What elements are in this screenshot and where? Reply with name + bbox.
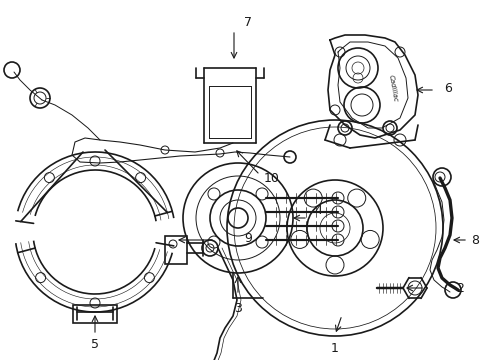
Text: 5: 5: [91, 338, 99, 351]
Text: 9: 9: [244, 231, 252, 244]
Text: 1: 1: [331, 342, 339, 355]
Bar: [165, 236, 187, 264]
Text: 7: 7: [244, 15, 252, 28]
Text: 8: 8: [471, 234, 479, 247]
Text: 4: 4: [314, 203, 322, 216]
Text: 10: 10: [264, 171, 280, 184]
Text: 6: 6: [444, 81, 452, 94]
Text: 2: 2: [456, 282, 464, 294]
Bar: [73, 305, 117, 323]
Text: Cadillac: Cadillac: [388, 74, 398, 102]
Text: 3: 3: [234, 302, 242, 315]
